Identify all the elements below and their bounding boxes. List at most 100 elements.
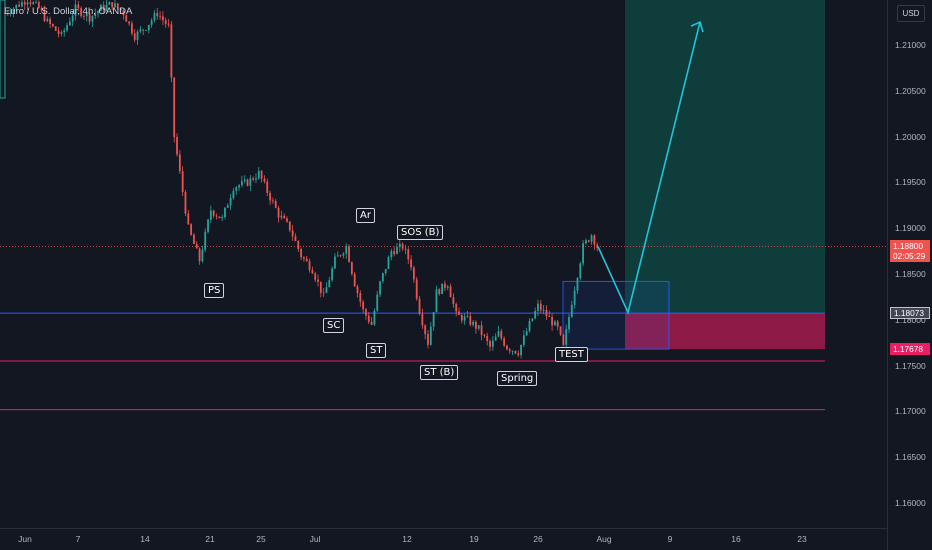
candle-body: [376, 294, 379, 311]
price-axis[interactable]: 1.21000 1.20500 1.20000 1.19500 1.19000 1.185…: [887, 0, 932, 550]
price-tick: 1.16000: [895, 498, 926, 508]
annotation-st-b: ST (B): [420, 365, 459, 380]
price-tick: 1.19500: [895, 177, 926, 188]
candle-body: [587, 240, 590, 242]
candle-body: [303, 257, 305, 259]
candle-body: [407, 249, 410, 260]
candle-body: [531, 318, 534, 322]
candle-body: [528, 321, 531, 332]
annotation-spring: Spring: [497, 371, 538, 386]
candle-body: [63, 30, 66, 33]
candle-body: [542, 310, 545, 311]
candle-body: [164, 20, 167, 24]
candle-body: [207, 219, 209, 232]
pink-line-price-label: 1.17678: [890, 343, 930, 355]
candle-body: [367, 315, 370, 322]
candle-body: [4, 12, 6, 14]
candle-body: [311, 270, 314, 274]
candle-body: [477, 325, 480, 329]
candle-body: [198, 248, 201, 262]
candle-body: [71, 15, 74, 22]
candle-body: [559, 326, 562, 335]
candle-body: [274, 201, 277, 208]
candle-body: [119, 8, 122, 11]
candle-body: [336, 255, 339, 257]
currency-button[interactable]: USD: [897, 5, 925, 22]
candle-body: [105, 4, 108, 11]
time-tick: 19: [469, 534, 479, 544]
time-tick: Jun: [18, 534, 32, 544]
candle-body: [556, 321, 559, 327]
candle-body: [489, 341, 491, 347]
candle-body: [424, 325, 427, 335]
candle-body: [221, 217, 224, 219]
price-tick: 1.20500: [895, 85, 926, 96]
candle-body: [35, 2, 37, 3]
candle-body: [429, 326, 432, 345]
candle-body: [249, 178, 252, 186]
candle-body: [401, 243, 404, 249]
candle-body: [480, 325, 483, 336]
chart-area[interactable]: Euro / U.S. Dollar, 4h, OANDA PS SC Ar S…: [0, 0, 887, 528]
candle-body: [384, 268, 387, 274]
candle-body: [255, 178, 257, 180]
candle-body: [88, 13, 91, 22]
candle-body: [280, 215, 283, 218]
bar-countdown: 02:05:29: [893, 251, 926, 261]
candle-body: [483, 335, 486, 336]
stop-zone: [625, 313, 825, 350]
candle-body: [398, 243, 401, 248]
candle-body: [314, 273, 317, 280]
annotation-ar: Ar: [356, 208, 375, 223]
candle-body: [365, 309, 367, 316]
candle-body: [57, 30, 60, 34]
candlestick-chart[interactable]: [0, 0, 887, 528]
candle-body: [147, 24, 150, 31]
candle-body: [511, 350, 514, 352]
candle-body: [418, 298, 421, 315]
candle-body: [74, 4, 77, 16]
candle-body: [286, 218, 288, 222]
time-tick: 16: [731, 534, 741, 544]
annotation-sc: SC: [323, 318, 345, 333]
candle-body: [142, 29, 145, 31]
time-tick: 12: [402, 534, 412, 544]
candle-body: [257, 170, 260, 179]
candle-body: [136, 31, 139, 40]
candle-body: [204, 231, 207, 250]
candle-body: [46, 18, 49, 21]
candle-body: [370, 321, 373, 325]
candle-body: [49, 18, 52, 24]
candle-body: [452, 297, 455, 305]
candle-body: [9, 12, 12, 14]
candle-body: [458, 311, 460, 315]
candle-body: [562, 334, 565, 345]
candle-body: [6, 13, 9, 14]
candle-body: [393, 251, 396, 254]
candle-body: [246, 179, 249, 186]
time-axis[interactable]: Jun 7 14 21 25 Jul 12 19 26 Aug 9 16 23: [0, 528, 887, 550]
candle-body: [353, 273, 356, 287]
candle-body: [29, 2, 32, 5]
candle-body: [139, 29, 142, 32]
candle-body: [162, 16, 164, 21]
candle-body: [195, 244, 198, 249]
candle-body: [111, 2, 114, 8]
time-tick: Aug: [596, 534, 612, 544]
candle-body: [167, 23, 170, 25]
candle-body: [128, 21, 130, 24]
candle-body: [85, 13, 88, 17]
candle-body: [325, 287, 328, 293]
candle-body: [212, 210, 215, 216]
candle-body: [277, 207, 280, 218]
candle-body: [12, 8, 15, 13]
candle-body: [334, 256, 336, 269]
candle-body: [226, 205, 229, 208]
candle-body: [593, 235, 596, 245]
candle-body: [23, 2, 26, 5]
current-price-value: 1.18800: [893, 241, 923, 251]
candle-body: [94, 13, 97, 16]
candle-body: [187, 213, 190, 225]
annotation-st: ST: [366, 343, 387, 358]
candle-body: [97, 10, 99, 14]
